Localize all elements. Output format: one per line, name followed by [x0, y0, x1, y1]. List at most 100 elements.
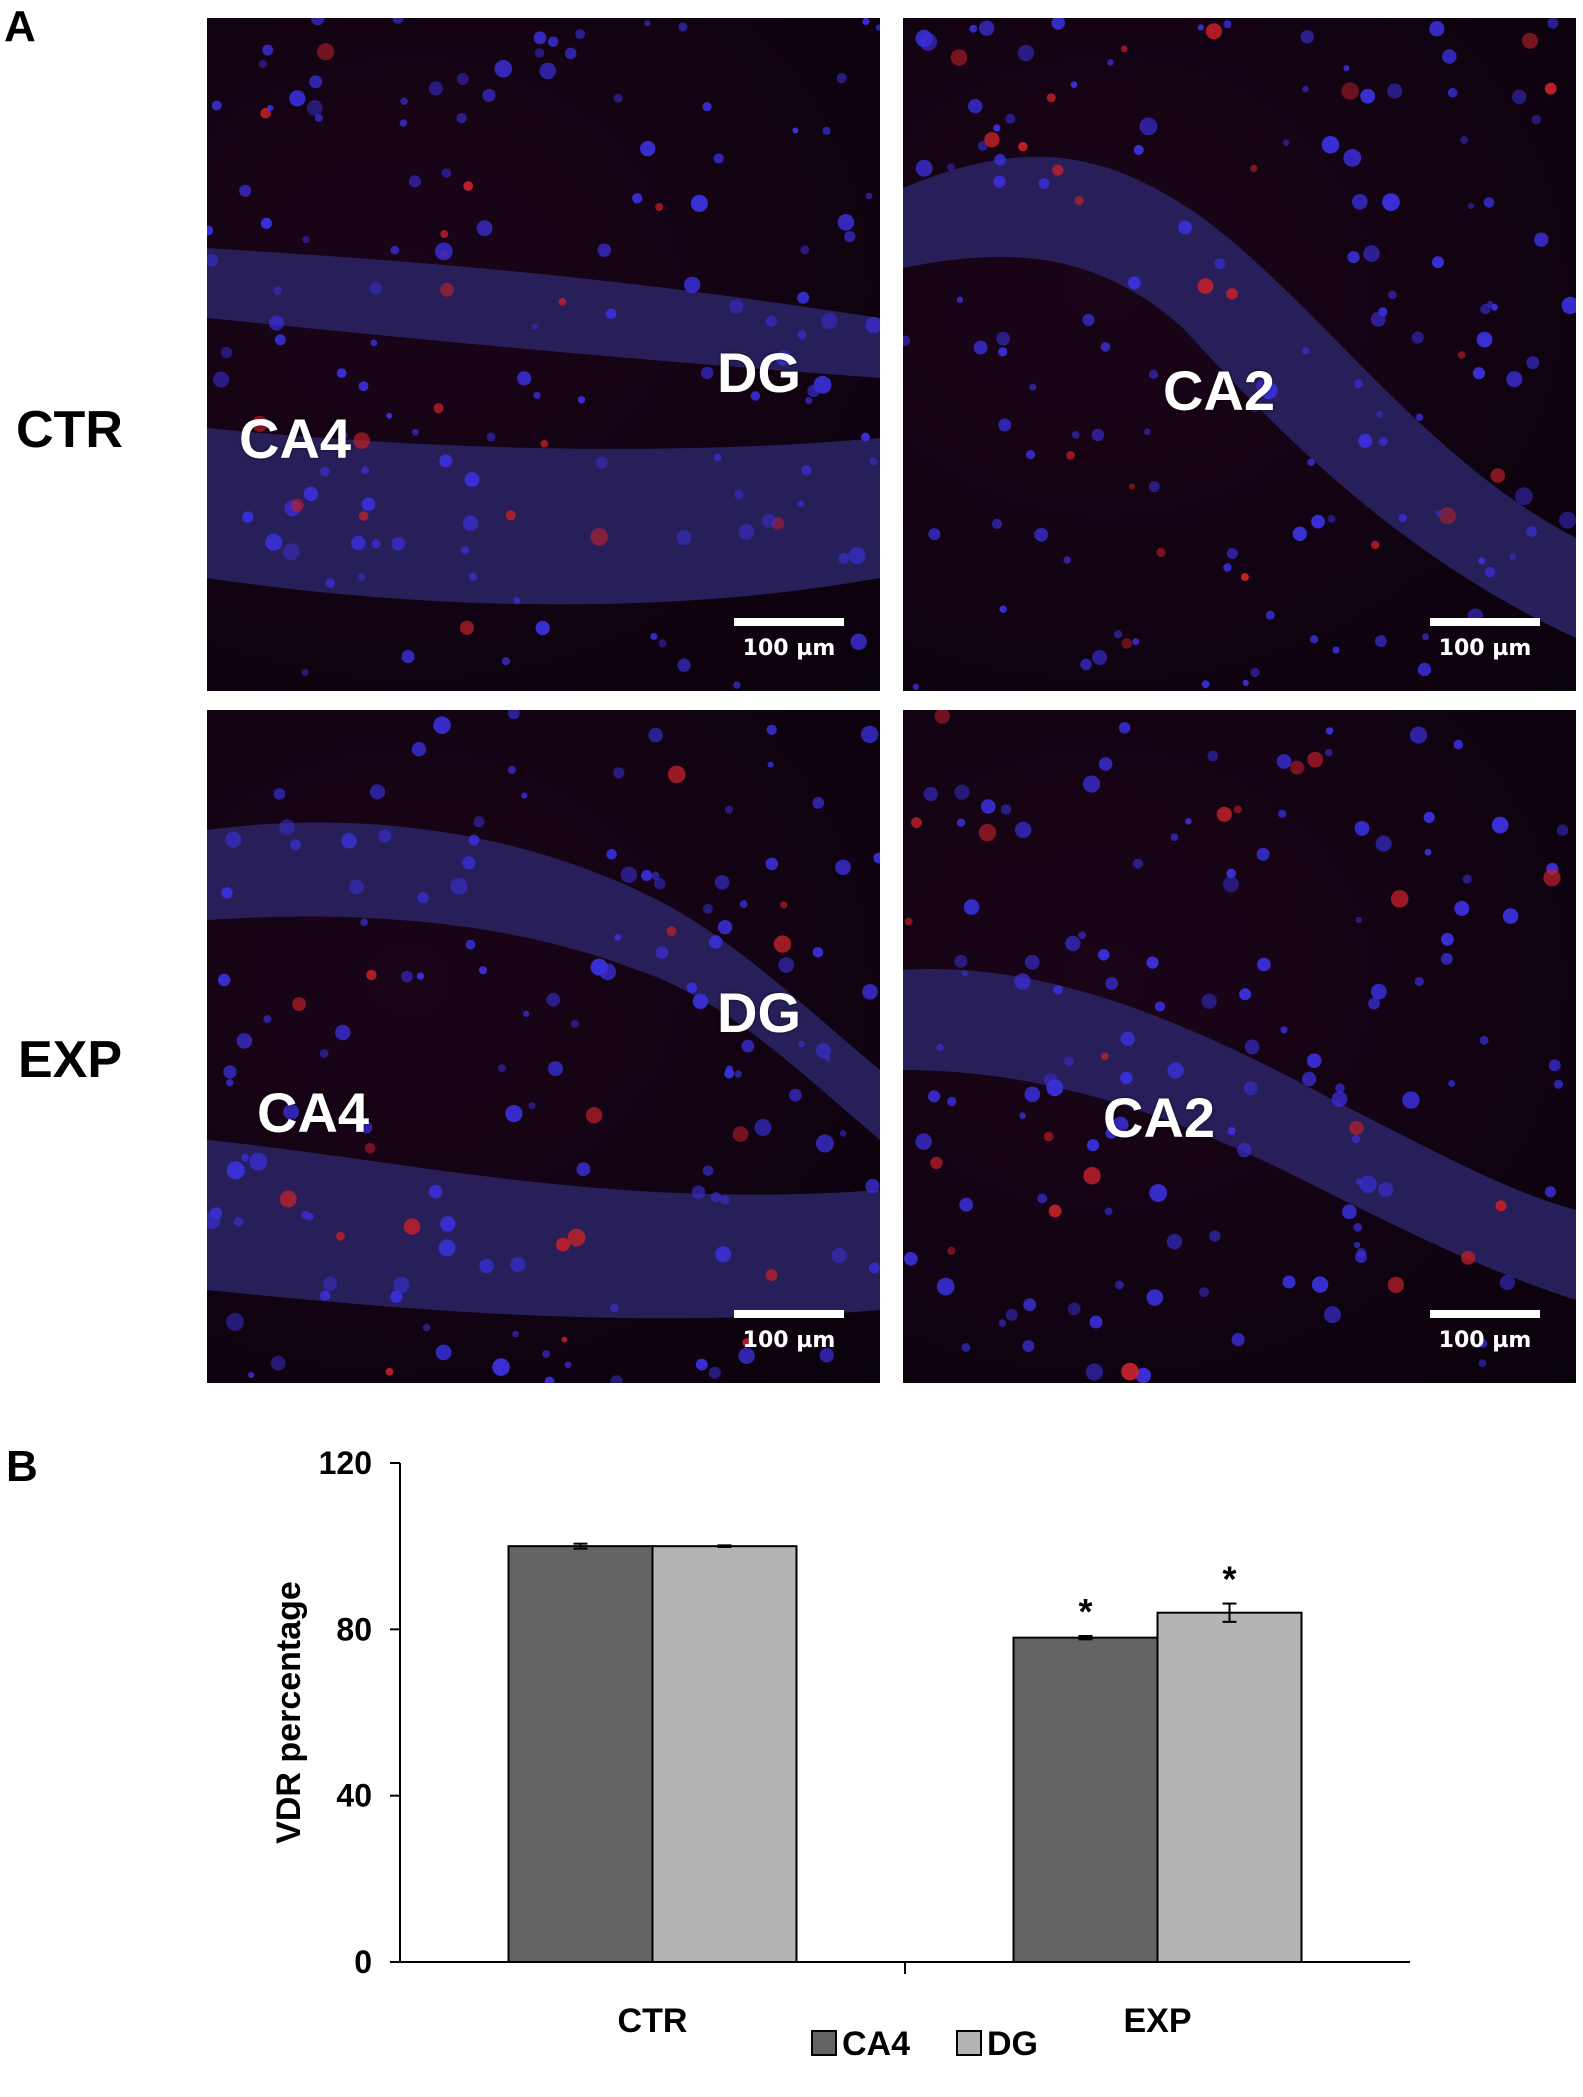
nucleus-dot — [1120, 45, 1128, 53]
nucleus-dot — [873, 852, 880, 864]
nucleus-dot — [1448, 1080, 1456, 1087]
nucleus-dot — [742, 1338, 752, 1348]
nucleus-dot — [690, 194, 708, 212]
nucleus-dot — [738, 1347, 755, 1364]
nucleus-dot — [1260, 382, 1278, 400]
nucleus-dot — [837, 214, 855, 231]
nucleus-dot — [590, 528, 608, 546]
nucleus-dot — [861, 432, 870, 442]
nucleus-dot — [961, 1343, 971, 1352]
nucleus-dot — [1358, 433, 1373, 448]
nucleus-dot — [567, 1228, 586, 1247]
nucleus-dot — [1207, 750, 1219, 762]
nucleus-dot — [868, 1262, 880, 1274]
nucleus-dot — [1082, 313, 1095, 326]
nucleus-dot — [1355, 1251, 1368, 1263]
nucleus-dot — [211, 100, 222, 111]
nucleus-dot — [998, 1319, 1007, 1327]
nucleus-dot — [934, 710, 950, 724]
nucleus-dot — [390, 245, 400, 255]
nucleus-dot — [714, 875, 730, 890]
nucleus-dot — [1244, 1039, 1260, 1055]
nucleus-dot — [1029, 383, 1037, 391]
nucleus-dot — [531, 323, 538, 330]
nucleus-dot — [1098, 757, 1113, 771]
nucleus-dot — [1292, 526, 1307, 541]
nucleus-dot — [498, 1064, 506, 1073]
nucleus-dot — [1105, 1127, 1117, 1139]
nucleus-dot — [360, 1121, 373, 1134]
nucleus-dot — [1325, 748, 1333, 757]
nucleus-dot — [1432, 256, 1444, 269]
nucleus-dot — [1332, 646, 1340, 654]
nucleus-dot — [928, 1090, 941, 1103]
nucleus-dot — [1556, 824, 1569, 836]
nucleus-dot — [456, 112, 467, 124]
nucleus-dot — [1250, 667, 1260, 678]
nucleus-dot — [1118, 722, 1131, 734]
nucleus-dot — [1014, 973, 1031, 990]
nucleus-dot — [279, 819, 295, 835]
scale-bar-label: 100 µm — [742, 1328, 836, 1353]
nucleus-dot — [984, 132, 1000, 148]
nucleus-dot — [1476, 331, 1493, 348]
nucleus-dot — [441, 168, 452, 178]
nucleus-dot — [651, 871, 660, 881]
nucleus-dot — [1276, 754, 1292, 769]
nucleus-dot — [260, 217, 272, 229]
plot-area: 0 40 80 120 VDR percentage CTR EXP * * CA4 DG — [270, 1445, 1410, 2063]
nucleus-dot — [412, 428, 419, 436]
nucleus-dot — [1290, 760, 1305, 775]
nucleus-dot — [1156, 547, 1166, 558]
nucleus-dot — [1214, 258, 1226, 270]
nucleus-dot — [505, 510, 516, 521]
nucleus-dot — [1223, 20, 1232, 29]
nucleus-dot — [780, 901, 788, 909]
nucleus-dot — [973, 340, 988, 355]
nucleus-dot — [1548, 1059, 1561, 1072]
nucleus-dot — [979, 20, 995, 36]
region-label-ca4: CA4 — [257, 1081, 370, 1144]
nucleus-dot — [1166, 1234, 1183, 1250]
nucleus-dot — [912, 683, 920, 691]
nucleus-dot — [408, 175, 421, 188]
nucleus-dot — [1223, 876, 1239, 893]
nucleus-dot — [428, 1184, 443, 1199]
nucleus-dot — [461, 546, 470, 555]
nucleus-dot — [792, 127, 799, 134]
nucleus-dot — [968, 99, 983, 114]
nucleus-dot — [401, 650, 415, 664]
nucleus-dot — [1107, 59, 1114, 66]
nucleus-dot — [476, 220, 493, 237]
nucleus-dot — [433, 716, 451, 734]
nucleus-dot — [710, 1192, 722, 1203]
nucleus-dot — [361, 466, 370, 475]
nucleus-dot — [1378, 307, 1388, 317]
nucleus-dot — [1097, 949, 1110, 961]
nucleus-dot — [459, 620, 475, 635]
nucleus-dot — [991, 518, 1003, 529]
nucleus-dot — [533, 391, 541, 400]
nucleus-dot — [1037, 1193, 1048, 1204]
nucleus-dot — [824, 1055, 831, 1062]
nucleus-dot — [534, 48, 545, 58]
nucleus-dot — [595, 456, 608, 469]
nucleus-dot — [482, 88, 496, 102]
nucleus-dot — [513, 597, 521, 605]
nucleus-dot — [632, 193, 643, 204]
y-axis-label: VDR percentage — [270, 1581, 308, 1844]
nucleus-dot — [708, 1366, 721, 1379]
nucleus-dot — [797, 330, 807, 340]
nucleus-dot — [1355, 1178, 1363, 1186]
nucleus-dot — [963, 899, 980, 915]
nucleus-dot — [1282, 139, 1290, 146]
legend-swatch-dg — [956, 2030, 982, 2056]
nucleus-dot — [739, 900, 748, 908]
nucleus-dot — [959, 1197, 974, 1212]
nucleus-dot — [1046, 1079, 1064, 1097]
nucleus-dot — [434, 242, 453, 261]
nucleus-dot — [1143, 428, 1151, 436]
nucleus-dot — [1515, 487, 1533, 506]
nucleus-dot — [249, 1152, 268, 1171]
nucleus-dot — [1341, 1204, 1357, 1220]
